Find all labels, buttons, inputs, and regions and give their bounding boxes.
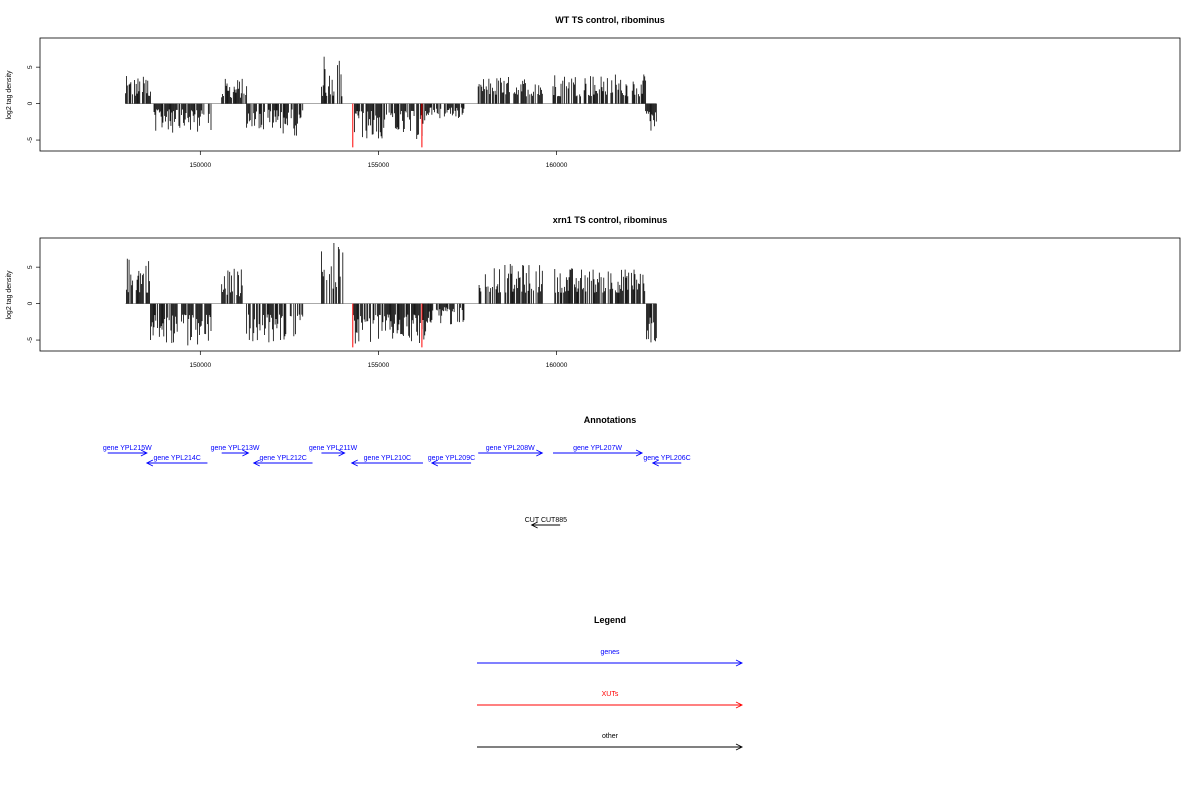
arrow-head-left-icon [252,459,260,467]
legend-label: other [602,733,619,740]
feature-label: gene YPL206C [643,455,690,462]
arrow-head-right-icon [735,659,744,667]
annotation-feature: gene YPL213W [211,445,260,457]
xrn1-bars [125,243,657,348]
xrn1-y-axis-label: log2 tag density [6,270,13,320]
legend-item-gene: genes [477,649,744,667]
legend-label: genes [600,649,620,656]
xrn1-track-panel: xrn1 TS control, ribominus 150000 155000 1… [6,215,1181,369]
legend-item-other: other [477,733,744,751]
xrn1-axes: 150000 155000 160000 5 0 -5 [27,265,568,369]
xrn1-plot-frame [39,237,1181,352]
annotation-feature: gene YPL214C [145,455,208,467]
x-tick-label: 155000 [368,162,390,169]
feature-label: gene YPL213W [211,445,260,452]
feature-label: gene YPL209C [428,455,475,462]
arrow-head-right-icon [735,701,744,709]
arrow-head-right-icon [536,449,544,457]
feature-label: gene YPL207W [573,445,622,452]
feature-label: CUT CUT885 [525,517,567,524]
annotation-feature: gene YPL206C [643,455,691,467]
arrow-head-right-icon [635,449,644,457]
annotation-feature: gene YPL207W [553,445,644,457]
x-tick-label: 160000 [546,362,568,369]
feature-label: gene YPL212C [259,455,306,462]
y-tick-label: 0 [27,301,34,305]
wt-bars [125,56,657,148]
annotation-feature: gene YPL210C [350,455,423,467]
annotation-feature: gene YPL211W [309,445,358,457]
annotation-feature: gene YPL209C [428,455,475,467]
wt-plot-frame [39,37,1181,152]
x-tick-label: 150000 [189,162,211,169]
xrn1-track-title: xrn1 TS control, ribominus [553,215,668,225]
legend-item-xut: XUTs [477,691,744,709]
y-tick-label: 5 [27,65,34,69]
y-tick-label: 5 [27,265,34,269]
x-tick-label: 155000 [368,362,390,369]
wt-track-title: WT TS control, ribominus [555,15,665,25]
annotation-feature: CUT CUT885 [525,517,567,529]
arrow-head-left-icon [145,459,154,467]
y-tick-label: -5 [27,337,34,343]
x-tick-label: 160000 [546,162,568,169]
legend-panel: Legend genes XUTs other [477,615,744,751]
legend-label: XUTs [602,691,619,698]
arrow-head-right-icon [140,449,148,457]
y-tick-label: 0 [27,101,34,105]
arrow-head-right-icon [338,449,346,457]
feature-label: gene YPL214C [153,455,200,462]
feature-label: gene YPL211W [309,445,358,452]
arrow-head-right-icon [735,743,744,751]
y-tick-label: -5 [27,137,34,143]
annotation-feature: gene YPL212C [252,455,313,467]
arrow-head-left-icon [530,521,538,529]
arrow-head-left-icon [651,459,659,467]
feature-label: gene YPL208W [486,445,535,452]
feature-label: gene YPL210C [364,455,411,462]
legend-title: Legend [594,615,626,625]
annotation-feature: gene YPL208W [478,445,544,457]
arrow-head-right-icon [242,449,250,457]
annotations-title: Annotations [584,415,637,425]
wt-y-axis-label: log2 tag density [6,70,13,120]
annotation-feature: gene YPL215W [103,445,152,457]
x-tick-label: 150000 [189,362,211,369]
wt-track-panel: WT TS control, ribominus 150000 155000 160… [6,15,1181,169]
arrow-head-left-icon [430,459,439,467]
wt-axes: 150000 155000 160000 5 0 -5 [27,65,568,169]
arrow-head-left-icon [350,459,358,467]
legend-items: genes XUTs other [477,649,744,751]
feature-label: gene YPL215W [103,445,152,452]
